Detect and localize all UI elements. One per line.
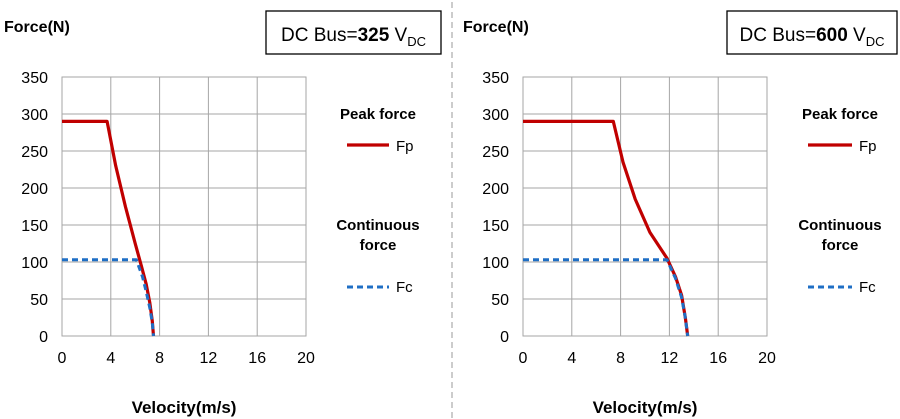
legend-peak-title: Peak force [802, 106, 878, 123]
y-tick-label: 350 [482, 70, 509, 87]
chart-panel-1: 0 50 100 150 200 250 300 350 0 4 8 12 16 20 Force(N) Ve… [4, 10, 442, 417]
x-axis-label: Velocity(m/s) [593, 398, 698, 417]
x-tick-label: 8 [616, 350, 625, 367]
chart-panel-2: 0 50 100 150 200 250 300 350 0 4 8 12 16 20 Force(N) Ve… [463, 10, 898, 417]
x-tick-label: 20 [758, 350, 776, 367]
y-tick-label: 150 [21, 218, 48, 235]
y-tick-label: 350 [21, 70, 48, 87]
legend-continuous-title-2: force [360, 237, 397, 254]
y-tick-label: 200 [21, 181, 48, 198]
legend-fp-label: Fp [859, 138, 877, 155]
dc-bus-text-part: V [389, 25, 407, 46]
x-tick-label: 0 [519, 350, 528, 367]
dc-bus-text-part: DC Bus= [740, 25, 817, 46]
y-tick-label: 100 [21, 255, 48, 272]
x-tick-label: 0 [58, 350, 67, 367]
x-tick-label: 4 [567, 350, 576, 367]
legend-fp-label: Fp [396, 138, 414, 155]
y-tick-label: 50 [30, 292, 48, 309]
y-axis-label: Force(N) [4, 19, 70, 36]
y-tick-label: 100 [482, 255, 509, 272]
legend-fc-label: Fc [859, 279, 876, 296]
dc-bus-label: DC Bus=600 VDC [740, 25, 885, 49]
y-axis-label: Force(N) [463, 19, 529, 36]
y-tick-label: 200 [482, 181, 509, 198]
y-tick-label: 0 [500, 329, 509, 346]
x-tick-label: 16 [248, 350, 266, 367]
y-tick-label: 300 [482, 107, 509, 124]
x-tick-label: 8 [155, 350, 164, 367]
x-tick-label: 12 [661, 350, 679, 367]
dc-bus-box [265, 10, 442, 55]
y-tick-label: 300 [21, 107, 48, 124]
y-tick-label: 50 [491, 292, 509, 309]
dc-bus-box [726, 10, 898, 55]
series-line-fp [523, 119, 690, 337]
dc-bus-text-part: DC [407, 34, 426, 49]
legend-continuous-title: Continuous [336, 217, 419, 234]
dc-bus-text-part: 600 [816, 25, 848, 46]
dc-bus-text-part: V [848, 25, 866, 46]
legend-peak-title: Peak force [340, 106, 416, 123]
series-line-fp [62, 119, 156, 337]
y-tick-label: 250 [21, 144, 48, 161]
legend-continuous-title-2: force [822, 237, 859, 254]
dc-bus-label: DC Bus=325 VDC [281, 25, 426, 49]
legend-fc-label: Fc [396, 279, 413, 296]
plot-area [61, 76, 307, 337]
legend-continuous-title: Continuous [798, 217, 881, 234]
x-tick-label: 4 [106, 350, 115, 367]
x-axis-label: Velocity(m/s) [132, 398, 237, 417]
y-tick-label: 250 [482, 144, 509, 161]
x-tick-label: 16 [709, 350, 727, 367]
y-tick-label: 0 [39, 329, 48, 346]
plot-area [522, 76, 768, 337]
dc-bus-text-part: DC Bus= [281, 25, 358, 46]
y-tick-label: 150 [482, 218, 509, 235]
series-line-fc [62, 258, 155, 337]
dc-bus-text-part: DC [866, 34, 885, 49]
x-tick-label: 12 [200, 350, 218, 367]
series-line-fc [523, 258, 690, 337]
dc-bus-text-part: 325 [358, 25, 390, 46]
x-tick-label: 20 [297, 350, 315, 367]
